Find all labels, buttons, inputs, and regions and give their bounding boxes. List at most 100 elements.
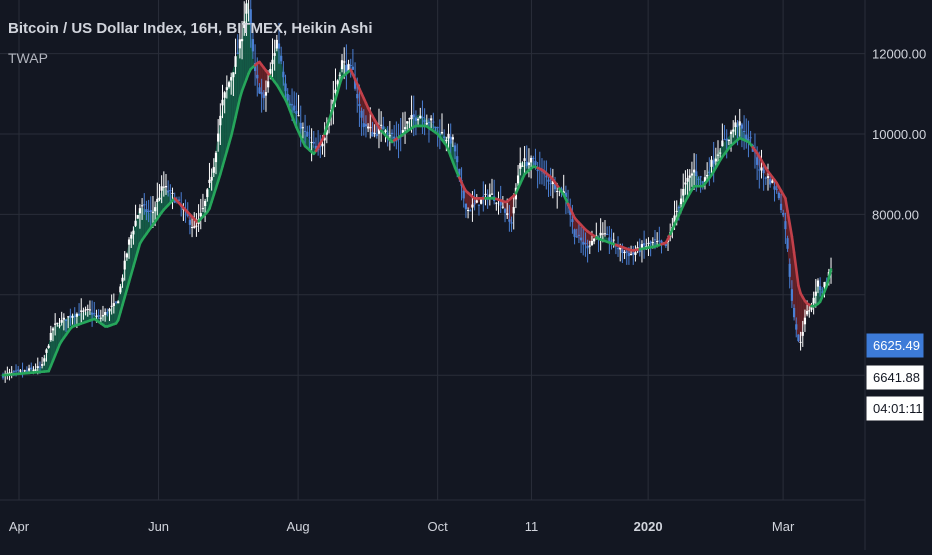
candle-body — [365, 124, 367, 126]
candle-body — [421, 117, 423, 118]
candle-body — [374, 133, 376, 134]
candle-body — [58, 325, 60, 326]
candle-body — [769, 179, 771, 184]
candle-body — [71, 316, 73, 318]
twap-fill-layer — [3, 3, 831, 376]
candle-body — [239, 39, 241, 48]
candle-body — [776, 189, 778, 190]
candle-body — [358, 104, 360, 106]
candle-body — [665, 244, 667, 246]
candle-body — [106, 312, 108, 313]
candle-body — [163, 187, 165, 188]
candle-body — [124, 261, 126, 270]
candle-body — [815, 292, 817, 296]
candle-body — [613, 240, 615, 241]
candle-body — [50, 333, 52, 340]
candle-body — [91, 313, 93, 315]
candle-body — [476, 200, 478, 202]
candle-body — [150, 210, 152, 212]
x-tick-label: Apr — [9, 519, 30, 534]
candle-body — [297, 115, 299, 116]
candle-body — [228, 82, 230, 87]
candle-body — [89, 309, 91, 310]
candle-body — [156, 199, 158, 202]
candle-body — [802, 332, 804, 336]
candle-body — [343, 61, 345, 62]
candle-body — [723, 139, 725, 140]
candle-body — [739, 121, 741, 125]
candle-body — [321, 144, 323, 146]
candle-body — [69, 316, 71, 318]
candle-body — [371, 132, 373, 137]
candle-body — [697, 179, 699, 180]
candle-body — [580, 238, 582, 241]
candle-body — [195, 226, 197, 227]
x-tick-label: Jun — [148, 519, 169, 534]
candle-body — [234, 56, 236, 67]
candle-body — [799, 342, 801, 343]
candle-body — [434, 127, 436, 128]
candle-body — [532, 158, 534, 159]
candle-body — [513, 207, 515, 213]
candle-body — [432, 122, 434, 123]
candle-body — [617, 248, 619, 249]
candle-body — [252, 39, 254, 51]
candle-body — [76, 314, 78, 317]
twap-line-layer — [3, 62, 831, 375]
candle-body — [474, 203, 476, 204]
candle-body — [258, 87, 260, 93]
candle-body — [689, 176, 691, 178]
candle-body — [167, 191, 169, 193]
candle-body — [652, 242, 654, 243]
candle-body — [736, 126, 738, 127]
candle-body — [363, 123, 365, 127]
candle-body — [87, 309, 89, 310]
candle-body — [34, 370, 36, 371]
candle-body — [78, 314, 80, 315]
candle-body — [67, 316, 69, 317]
candle-body — [304, 131, 306, 132]
candle-body — [600, 233, 602, 235]
candle-body — [271, 60, 273, 64]
candle-body — [226, 87, 228, 90]
candle-body — [28, 368, 30, 370]
candle-body — [306, 132, 308, 137]
candle-body — [621, 250, 623, 253]
candle-body — [721, 141, 723, 147]
candle-body — [26, 370, 28, 371]
candle-body — [537, 170, 539, 171]
candle-body — [61, 320, 63, 323]
candle-body — [145, 209, 147, 212]
candle-body — [797, 335, 799, 341]
candle-body — [693, 170, 695, 173]
candle-body — [789, 264, 791, 277]
candle-body — [284, 84, 286, 92]
candle-body — [41, 364, 43, 366]
candle-body — [143, 204, 145, 205]
candle-body — [221, 100, 223, 106]
candle-body — [454, 145, 456, 151]
candle-body — [695, 171, 697, 176]
candle-body — [217, 134, 219, 142]
candle-body — [45, 350, 47, 353]
candle-body — [647, 243, 649, 244]
candle-body — [817, 280, 819, 286]
candle-body — [528, 163, 530, 165]
candle-body — [771, 181, 773, 183]
candle-body — [571, 219, 573, 222]
candle-body — [650, 241, 652, 243]
candle-body — [478, 205, 480, 206]
candle-body — [578, 235, 580, 236]
candle-body — [274, 53, 276, 56]
candle-body — [556, 191, 558, 192]
candle-body — [37, 366, 39, 368]
candle-body — [65, 319, 67, 321]
candle-body — [293, 106, 295, 111]
candle-body — [356, 94, 358, 98]
candle-body — [700, 176, 702, 177]
indicator-label[interactable]: TWAP — [8, 50, 48, 66]
